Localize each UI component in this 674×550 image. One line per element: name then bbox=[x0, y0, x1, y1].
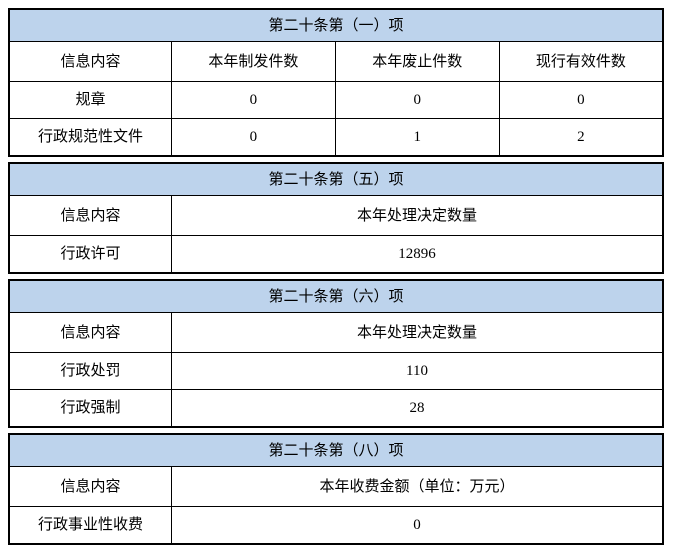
section-title: 第二十条第（五）项 bbox=[8, 162, 664, 196]
column-header: 本年制发件数 bbox=[170, 41, 336, 82]
column-header: 信息内容 bbox=[8, 466, 172, 507]
row-label: 行政规范性文件 bbox=[8, 118, 172, 157]
table-header-row: 信息内容 本年收费金额（单位：万元） bbox=[8, 466, 664, 507]
section-title: 第二十条第（八）项 bbox=[8, 433, 664, 467]
row-label: 行政强制 bbox=[8, 389, 172, 428]
table-row: 行政许可 12896 bbox=[8, 235, 664, 274]
table-header-row: 信息内容 本年制发件数 本年废止件数 现行有效件数 bbox=[8, 41, 664, 82]
row-value: 0 bbox=[170, 81, 336, 119]
table-row: 行政强制 28 bbox=[8, 389, 664, 428]
table-header-row: 信息内容 本年处理决定数量 bbox=[8, 195, 664, 236]
row-value: 28 bbox=[170, 389, 664, 428]
column-header: 信息内容 bbox=[8, 312, 172, 353]
column-header: 本年处理决定数量 bbox=[170, 312, 664, 353]
column-header: 现行有效件数 bbox=[498, 41, 664, 82]
row-value: 0 bbox=[498, 81, 664, 119]
report-table-1: 第二十条第（一）项 信息内容 本年制发件数 本年废止件数 现行有效件数 规章 0 0 0 行政规范… bbox=[8, 8, 664, 157]
row-label: 行政许可 bbox=[8, 235, 172, 274]
table-title-row: 第二十条第（五）项 bbox=[8, 162, 664, 196]
row-value: 0 bbox=[170, 118, 336, 157]
column-header: 信息内容 bbox=[8, 41, 172, 82]
column-header: 本年处理决定数量 bbox=[170, 195, 664, 236]
report-table-2: 第二十条第（五）项 信息内容 本年处理决定数量 行政许可 12896 bbox=[8, 162, 664, 274]
report-table-4: 第二十条第（八）项 信息内容 本年收费金额（单位：万元） 行政事业性收费 0 bbox=[8, 433, 664, 545]
column-header: 本年收费金额（单位：万元） bbox=[170, 466, 664, 507]
table-title-row: 第二十条第（八）项 bbox=[8, 433, 664, 467]
table-header-row: 信息内容 本年处理决定数量 bbox=[8, 312, 664, 353]
row-value: 0 bbox=[170, 506, 664, 545]
row-label: 规章 bbox=[8, 81, 172, 119]
row-value: 1 bbox=[334, 118, 500, 157]
row-value: 110 bbox=[170, 352, 664, 390]
row-value: 12896 bbox=[170, 235, 664, 274]
section-title: 第二十条第（六）项 bbox=[8, 279, 664, 313]
table-title-row: 第二十条第（六）项 bbox=[8, 279, 664, 313]
row-value: 0 bbox=[334, 81, 500, 119]
row-label: 行政处罚 bbox=[8, 352, 172, 390]
row-value: 2 bbox=[498, 118, 664, 157]
table-row: 行政事业性收费 0 bbox=[8, 506, 664, 545]
section-title: 第二十条第（一）项 bbox=[8, 8, 664, 42]
table-row: 规章 0 0 0 bbox=[8, 81, 664, 119]
report-tables-container: 第二十条第（一）项 信息内容 本年制发件数 本年废止件数 现行有效件数 规章 0 0 0 行政规范… bbox=[8, 8, 664, 550]
column-header: 本年废止件数 bbox=[334, 41, 500, 82]
column-header: 信息内容 bbox=[8, 195, 172, 236]
table-row: 行政处罚 110 bbox=[8, 352, 664, 390]
table-title-row: 第二十条第（一）项 bbox=[8, 8, 664, 42]
row-label: 行政事业性收费 bbox=[8, 506, 172, 545]
report-table-3: 第二十条第（六）项 信息内容 本年处理决定数量 行政处罚 110 行政强制 28 bbox=[8, 279, 664, 428]
table-row: 行政规范性文件 0 1 2 bbox=[8, 118, 664, 157]
